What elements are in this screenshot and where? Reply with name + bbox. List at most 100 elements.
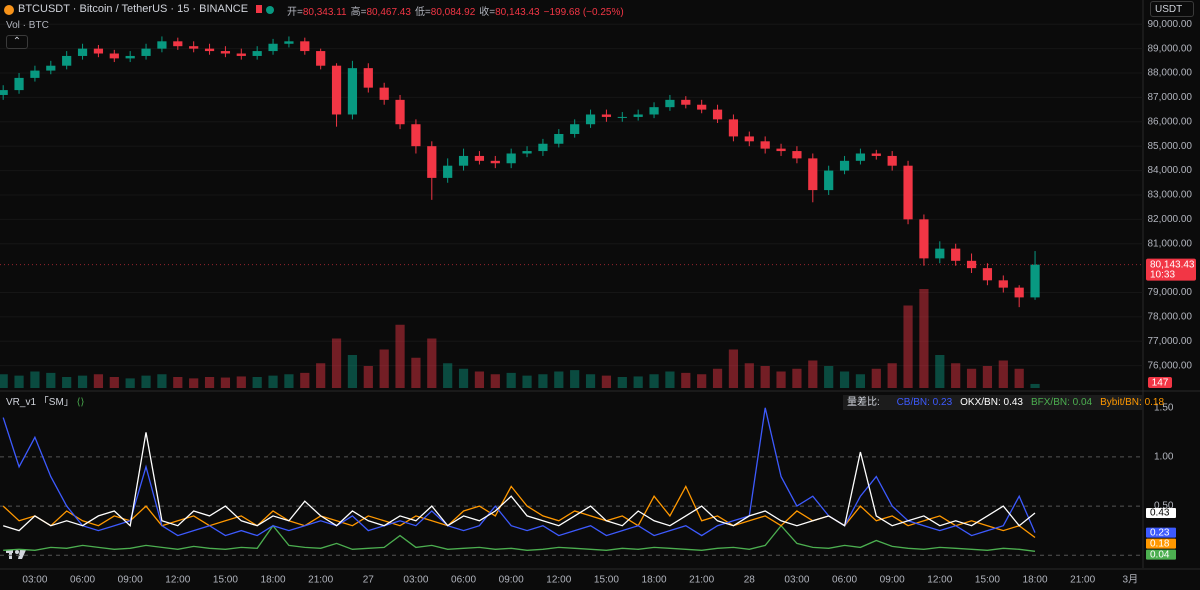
volume-bar	[697, 374, 707, 388]
collapse-button[interactable]: ⌃	[6, 35, 28, 49]
volume-bar	[712, 368, 723, 388]
y-tick-label: 78,000.00	[1148, 312, 1193, 323]
candle-body	[522, 151, 532, 154]
volume-bar	[585, 374, 596, 388]
candle-body	[268, 43, 278, 52]
ohlc-value: 80,467.43	[366, 7, 411, 18]
legend-entry: OKX/BN: 0.43	[960, 397, 1023, 408]
volume-bar	[220, 377, 231, 388]
volume-bar	[744, 363, 754, 388]
indicator-line	[2, 484, 1036, 539]
volume-bar	[236, 376, 246, 388]
x-tick-label: 03:00	[784, 575, 809, 586]
volume-bar	[522, 375, 532, 388]
volume-bar	[363, 366, 373, 388]
candle-body	[585, 114, 596, 125]
value-tag-bg	[1146, 549, 1176, 560]
volume-bar	[570, 370, 580, 388]
x-tick-label: 27	[363, 575, 375, 586]
y-tick-label: 82,000.00	[1148, 214, 1193, 225]
candle-body	[395, 99, 405, 125]
x-tick-label: 28	[744, 575, 756, 586]
candle-body	[617, 116, 627, 118]
x-tick-label: 12:00	[165, 575, 190, 586]
volume-label: Vol · BTC	[6, 20, 49, 31]
indicator-name: VR_v1 「SM」	[6, 397, 74, 408]
volume-bar	[458, 368, 469, 388]
candle-body	[93, 48, 104, 54]
candle-body	[77, 48, 88, 56]
volume-bar	[728, 349, 739, 388]
volume-bar	[284, 374, 294, 388]
candle-body	[157, 41, 167, 49]
volume-bar	[839, 371, 850, 388]
volume-bar	[316, 363, 326, 388]
y-tick-label: 76,000.00	[1148, 360, 1193, 371]
candle-body	[935, 248, 945, 259]
volume-bar	[411, 357, 421, 388]
candle-body	[919, 219, 929, 259]
candle-body	[316, 51, 326, 66]
volume-bar	[538, 374, 548, 388]
indicator-line	[3, 432, 1036, 532]
volume-bar	[824, 366, 834, 388]
x-tick-label: 15:00	[213, 575, 238, 586]
x-tick-label: 06:00	[70, 575, 95, 586]
x-tick-label: 21:00	[689, 575, 714, 586]
volume-bar	[395, 324, 405, 388]
volume-bar	[951, 363, 961, 388]
value-tag: 0.18	[1150, 538, 1170, 549]
volume-bar	[427, 338, 437, 388]
candle-body	[839, 160, 850, 171]
candle-body	[760, 141, 770, 149]
candle-body	[252, 51, 262, 56]
y-tick-label: 79,000.00	[1148, 287, 1193, 298]
candle-body	[0, 90, 8, 95]
candle-body	[633, 114, 643, 117]
volume-tag: 147	[1152, 378, 1169, 389]
candle-body	[601, 114, 612, 117]
ohlc-legend: 开=80,343.11 高=80,467.43 低=80,084.92 收=80,14…	[287, 3, 628, 18]
volume-bar	[125, 378, 135, 388]
value-tag-bg	[1146, 507, 1176, 518]
x-tick-label: 18:00	[642, 575, 667, 586]
candle-body	[125, 55, 135, 59]
volume-bar	[1030, 383, 1040, 388]
candle-body	[300, 41, 310, 52]
y-tick-label: 0.50	[1154, 501, 1174, 512]
source-icon[interactable]: ⟨⟩	[76, 397, 85, 408]
coin-icon	[4, 5, 14, 15]
candle-body	[792, 151, 802, 159]
volume-bar	[871, 368, 881, 388]
candle-body	[966, 260, 977, 269]
candle-body	[824, 170, 834, 191]
flag-icon	[256, 5, 262, 13]
volume-bar	[204, 377, 215, 388]
y-tick-label: 77,000.00	[1148, 336, 1193, 347]
volume-bar	[252, 377, 262, 388]
candle-body	[744, 136, 754, 142]
x-tick-label: 18:00	[261, 575, 286, 586]
candle-body	[712, 109, 723, 120]
volume-bar	[601, 375, 612, 388]
currency-button[interactable]: USDT	[1150, 1, 1194, 17]
symbol-title[interactable]: BTCUSDT · Bitcoin / TetherUS · 15 · BINA…	[18, 3, 249, 15]
x-tick-label: 06:00	[451, 575, 476, 586]
volume-bar	[681, 372, 691, 388]
volume-bar	[855, 374, 866, 388]
volume-bar	[141, 375, 151, 388]
candle-body	[570, 124, 580, 134]
volume-bar	[300, 372, 310, 388]
volume-bar	[919, 289, 929, 388]
legend-entry: Bybit/BN: 0.18	[1100, 397, 1165, 408]
volume-bar	[633, 376, 643, 388]
candle-body	[554, 133, 564, 144]
price-tag: 80,143.43	[1150, 259, 1195, 270]
price-tag-bg	[1146, 258, 1196, 281]
ohlc-key: 收=	[479, 7, 496, 18]
x-tick-label: 15:00	[975, 575, 1000, 586]
volume-bar	[62, 377, 72, 388]
volume-bar	[173, 377, 183, 388]
x-tick-label: 06:00	[832, 575, 857, 586]
